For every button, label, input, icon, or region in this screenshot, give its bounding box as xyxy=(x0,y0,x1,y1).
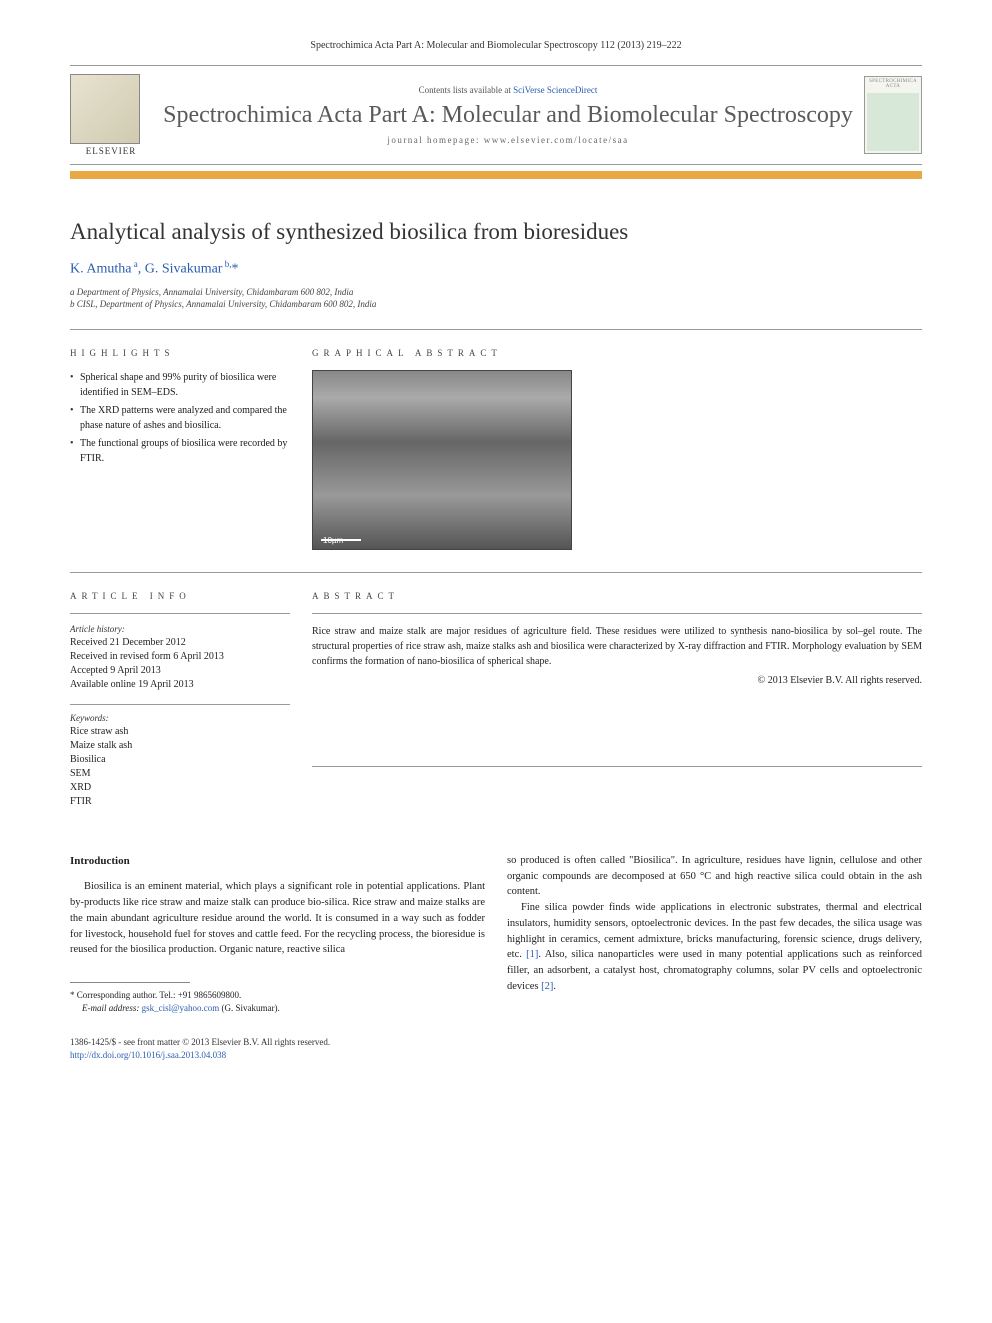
email-suffix: (G. Sivakumar). xyxy=(219,1003,280,1013)
highlights-graphical-row: HIGHLIGHTS Spherical shape and 99% purit… xyxy=(70,348,922,550)
journal-header: ELSEVIER Contents lists available at Sci… xyxy=(70,65,922,165)
corr-email-line: E-mail address: gsk_cisl@yahoo.com (G. S… xyxy=(70,1002,485,1015)
abstract-column: ABSTRACT Rice straw and maize stalk are … xyxy=(312,591,922,809)
body-paragraph: Biosilica is an eminent material, which … xyxy=(70,879,485,958)
body-text: . Also, silica nanoparticles were used i… xyxy=(507,949,922,992)
corr-email-link[interactable]: gsk_cisl@yahoo.com xyxy=(142,1003,220,1013)
intro-heading: Introduction xyxy=(70,853,485,870)
divider xyxy=(312,613,922,614)
divider xyxy=(70,704,290,705)
cover-body xyxy=(867,93,919,151)
highlight-item: The functional groups of biosilica were … xyxy=(70,436,290,466)
footnote-separator xyxy=(70,982,190,983)
divider xyxy=(70,329,922,330)
publisher-logo: ELSEVIER xyxy=(70,74,152,156)
article-history: Article history: Received 21 December 20… xyxy=(70,624,290,692)
keyword: Maize stalk ash xyxy=(70,739,290,753)
journal-reference: Spectrochimica Acta Part A: Molecular an… xyxy=(70,40,922,51)
corresponding-author-note: * Corresponding author. Tel.: +91 986560… xyxy=(70,989,485,1014)
affiliation-b: b CISL, Department of Physics, Annamalai… xyxy=(70,298,922,311)
history-accepted: Accepted 9 April 2013 xyxy=(70,664,290,678)
contents-available-line: Contents lists available at SciVerse Sci… xyxy=(152,85,864,95)
author-2: G. Sivakumar xyxy=(145,262,223,277)
keywords-label: Keywords: xyxy=(70,713,290,723)
highlight-item: Spherical shape and 99% purity of biosil… xyxy=(70,370,290,400)
article-title: Analytical analysis of synthesized biosi… xyxy=(70,219,922,245)
info-abstract-row: ARTICLE INFO Article history: Received 2… xyxy=(70,591,922,809)
highlight-item: The XRD patterns were analyzed and compa… xyxy=(70,403,290,433)
history-label: Article history: xyxy=(70,624,290,634)
journal-homepage: journal homepage: www.elsevier.com/locat… xyxy=(152,135,864,145)
divider xyxy=(312,766,922,767)
keyword: Rice straw ash xyxy=(70,725,290,739)
cover-title: SPECTROCHIMICA ACTA xyxy=(867,79,919,89)
header-center: Contents lists available at SciVerse Sci… xyxy=(152,85,864,146)
journal-cover-thumbnail: SPECTROCHIMICA ACTA xyxy=(864,76,922,154)
highlights-list: Spherical shape and 99% purity of biosil… xyxy=(70,370,290,466)
history-revised: Received in revised form 6 April 2013 xyxy=(70,650,290,664)
affiliations: a Department of Physics, Annamalai Unive… xyxy=(70,286,922,311)
article-body: Introduction Biosilica is an eminent mat… xyxy=(70,853,922,1014)
graphical-abstract-image: 10µm xyxy=(312,370,572,550)
elsevier-tree-icon xyxy=(70,74,140,144)
history-online: Available online 19 April 2013 xyxy=(70,678,290,692)
keyword: SEM xyxy=(70,767,290,781)
corresponding-marker: * xyxy=(231,262,238,277)
corr-tel: * Corresponding author. Tel.: +91 986560… xyxy=(70,989,485,1002)
graphical-abstract-label: GRAPHICAL ABSTRACT xyxy=(312,348,922,358)
keyword: XRD xyxy=(70,781,290,795)
abstract-text: Rice straw and maize stalk are major res… xyxy=(312,624,922,669)
authors-list: K. Amutha a, G. Sivakumar b,* xyxy=(70,259,922,278)
divider xyxy=(70,613,290,614)
header-accent-bar xyxy=(70,171,922,179)
keyword: Biosilica xyxy=(70,753,290,767)
contents-prefix: Contents lists available at xyxy=(419,85,513,95)
graphical-abstract-column: GRAPHICAL ABSTRACT 10µm xyxy=(312,348,922,550)
abstract-label: ABSTRACT xyxy=(312,591,922,601)
highlights-column: HIGHLIGHTS Spherical shape and 99% purit… xyxy=(70,348,290,550)
sciencedirect-link[interactable]: SciVerse ScienceDirect xyxy=(513,85,597,95)
body-paragraph: so produced is often called "Biosilica".… xyxy=(507,853,922,900)
front-matter-copyright: 1386-1425/$ - see front matter © 2013 El… xyxy=(70,1036,922,1049)
article-info-label: ARTICLE INFO xyxy=(70,591,290,601)
scale-bar-text: 10µm xyxy=(323,536,343,545)
email-label: E-mail address: xyxy=(82,1003,142,1013)
body-paragraph: Fine silica powder finds wide applicatio… xyxy=(507,900,922,995)
page-footer: 1386-1425/$ - see front matter © 2013 El… xyxy=(70,1036,922,1061)
doi-link[interactable]: http://dx.doi.org/10.1016/j.saa.2013.04.… xyxy=(70,1050,226,1060)
divider xyxy=(70,572,922,573)
author-1: K. Amutha xyxy=(70,262,131,277)
body-text: . xyxy=(553,981,556,992)
citation-link[interactable]: [1] xyxy=(526,949,538,960)
publisher-name: ELSEVIER xyxy=(70,146,152,156)
keyword: FTIR xyxy=(70,795,290,809)
affil-marker: a xyxy=(131,259,137,269)
article-info-column: ARTICLE INFO Article history: Received 2… xyxy=(70,591,290,809)
citation-link[interactable]: [2] xyxy=(541,981,553,992)
highlights-label: HIGHLIGHTS xyxy=(70,348,290,358)
abstract-copyright: © 2013 Elsevier B.V. All rights reserved… xyxy=(312,675,922,686)
journal-title: Spectrochimica Acta Part A: Molecular an… xyxy=(152,101,864,130)
affiliation-a: a Department of Physics, Annamalai Unive… xyxy=(70,286,922,299)
history-received: Received 21 December 2012 xyxy=(70,636,290,650)
